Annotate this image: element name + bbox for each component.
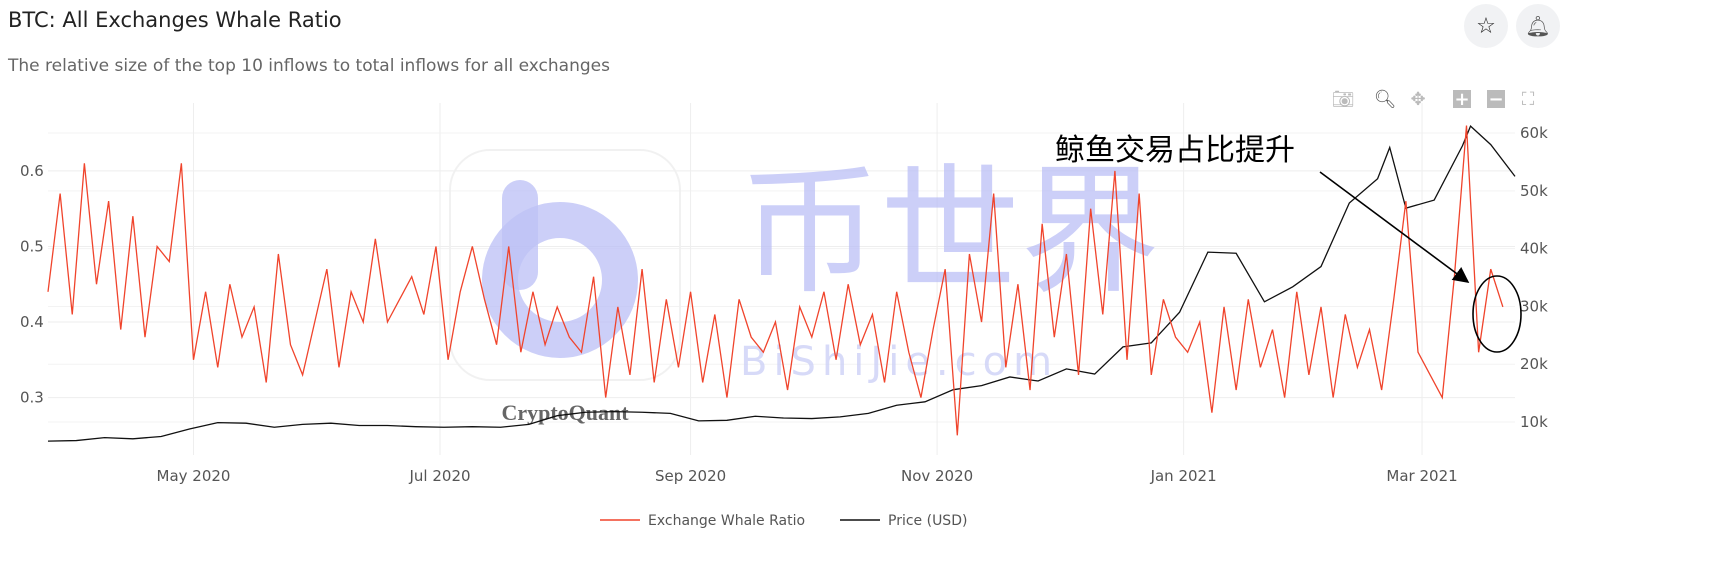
y-left-tick-label: 0.3 [20,389,44,407]
legend: Exchange Whale Ratio Price (USD) [600,513,967,529]
legend-price-label[interactable]: Price (USD) [888,513,967,529]
zoom-out-icon[interactable]: − [1487,88,1505,110]
zoom-in-icon[interactable]: + [1453,88,1471,110]
star-icon: ☆ [1476,13,1496,39]
y-right-tick-label: 10k [1520,413,1548,431]
x-tick-label: Jul 2020 [408,467,470,485]
alert-button[interactable]: 🔔︎ [1516,4,1560,48]
annotation-circle [1472,275,1522,353]
annotation-text: 鲸鱼交易占比提升 [1055,133,1295,168]
y-right-tick-label: 50k [1520,182,1548,200]
camera-icon[interactable]: 📷︎ [1331,88,1355,110]
y-left-tick-label: 0.4 [20,313,44,331]
favorite-button[interactable]: ☆ [1464,4,1508,48]
watermark-url: BiShiJie.com [740,339,1058,385]
x-tick-label: May 2020 [157,467,231,485]
page-title: BTC: All Exchanges Whale Ratio [8,8,342,32]
y-right-tick-label: 30k [1520,297,1548,315]
legend-ratio-label[interactable]: Exchange Whale Ratio [648,513,805,529]
bell-icon: 🔔︎ [1525,14,1551,38]
page-subtitle: The relative size of the top 10 inflows … [8,56,610,76]
watermark: 币世界 BiShiJie.com CryptoQuant [449,149,1160,425]
annotation-arrow [1319,171,1470,283]
y-left-tick-label: 0.6 [20,162,44,180]
autoscale-icon[interactable]: ⛶ [1521,88,1535,110]
x-tick-label: Nov 2020 [901,467,973,485]
x-tick-label: Mar 2021 [1386,467,1457,485]
zoom-icon[interactable]: 🔍︎ [1373,88,1397,110]
x-tick-label: Sep 2020 [655,467,726,485]
y-right-tick-label: 60k [1520,124,1548,142]
watermark-brand: 币世界 [740,151,1160,314]
y-left-tick-label: 0.5 [20,237,44,255]
x-tick-label: Jan 2021 [1150,467,1217,485]
y-right-tick-label: 20k [1520,355,1548,373]
y-right-tick-label: 40k [1520,240,1548,258]
cryptoquant-logo: CryptoQuant [501,400,629,425]
